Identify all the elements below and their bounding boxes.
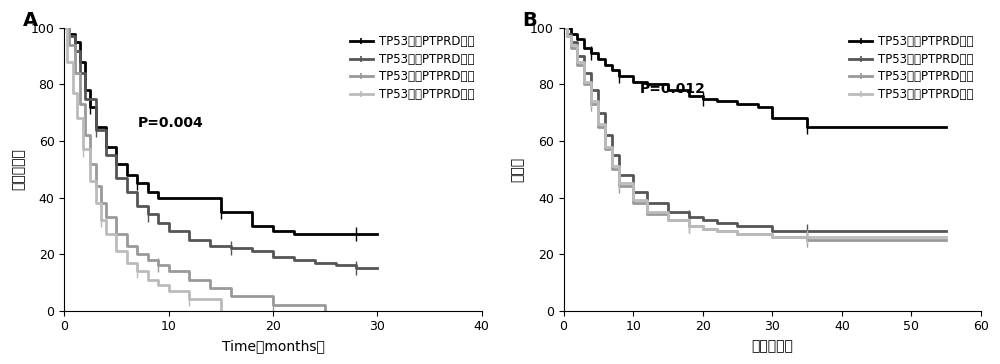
Legend: TP53突变PTPRD突变, TP53突变PTPRD野生, TP53野生PTPRD突变, TP53野生PTPRD野生: TP53突变PTPRD突变, TP53突变PTPRD野生, TP53野生PTPR… [844, 30, 979, 106]
Text: A: A [23, 11, 38, 30]
Text: B: B [522, 11, 537, 30]
Y-axis label: 总生存: 总生存 [510, 157, 524, 182]
X-axis label: Time（months）: Time（months） [222, 339, 324, 353]
Y-axis label: 无进展生存: 无进展生存 [11, 149, 25, 190]
Text: P=0.012: P=0.012 [640, 82, 706, 96]
Legend: TP53突变PTPRD突变, TP53突变PTPRD野生, TP53野生PTPRD突变, TP53野生PTPRD野生: TP53突变PTPRD突变, TP53突变PTPRD野生, TP53野生PTPR… [345, 30, 479, 106]
Text: P=0.004: P=0.004 [137, 116, 203, 130]
X-axis label: 时间（月）: 时间（月） [751, 339, 793, 353]
